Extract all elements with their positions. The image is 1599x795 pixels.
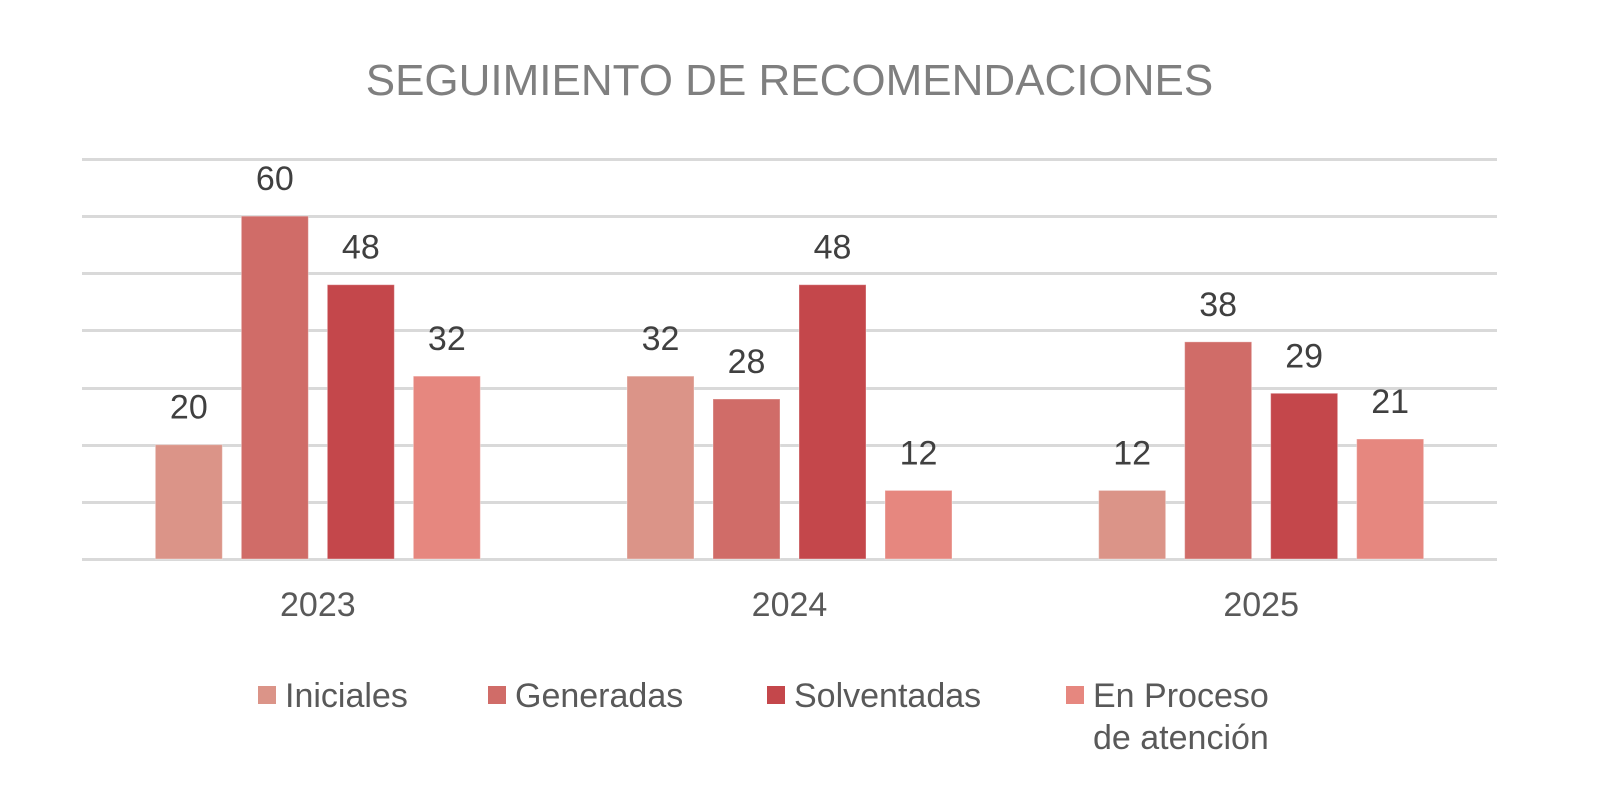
data-label: 60	[256, 160, 294, 198]
legend: Iniciales Generadas Solventadas En Proceso …	[258, 675, 1358, 775]
legend-swatch	[258, 686, 276, 704]
chart-title: SEGUIMIENTO DE RECOMENDACIONES	[365, 56, 1214, 105]
bar-en-proceso-2023	[412, 375, 481, 560]
legend-item: Solventadas	[767, 675, 981, 717]
bar-solventadas-2024	[798, 284, 867, 560]
data-label: 48	[342, 229, 380, 267]
data-labels: 20 60 48 32 32 28 48 12 12 38 29 21	[170, 160, 1409, 472]
bars	[154, 215, 1425, 560]
data-label: 12	[1113, 434, 1151, 472]
data-label: 32	[642, 320, 680, 358]
bar-generadas-2024	[712, 398, 781, 560]
x-tick-label: 2023	[280, 586, 356, 624]
category-axis: 2023 2024 2025	[280, 586, 1299, 624]
legend-label: Iniciales	[285, 677, 408, 715]
bar-iniciales-2024	[626, 375, 695, 560]
data-label: 32	[428, 320, 466, 358]
data-label: 38	[1199, 286, 1237, 324]
legend-item: Iniciales	[258, 675, 408, 717]
legend-label: En Proceso de atención	[1093, 677, 1269, 757]
legend-item: Generadas	[488, 675, 683, 717]
bar-iniciales-2023	[154, 444, 223, 560]
data-label: 29	[1285, 337, 1323, 375]
data-label: 20	[170, 389, 208, 427]
data-label: 21	[1371, 383, 1409, 421]
bar-solventadas-2023	[326, 284, 395, 560]
bar-en-proceso-2024	[884, 489, 953, 560]
legend-swatch	[1066, 686, 1084, 704]
bar-iniciales-2025	[1098, 489, 1167, 560]
legend-label: Solventadas	[794, 677, 982, 715]
x-tick-label: 2024	[752, 586, 828, 624]
bar-en-proceso-2025	[1356, 438, 1425, 560]
data-label: 28	[728, 343, 766, 381]
legend-label: Generadas	[515, 677, 684, 715]
bar-generadas-2025	[1184, 341, 1253, 560]
bar-solventadas-2025	[1270, 392, 1339, 560]
gridlines	[82, 158, 1497, 561]
legend-item: En Proceso de atención	[1066, 675, 1269, 759]
legend-swatch	[488, 686, 506, 704]
data-label: 48	[814, 229, 852, 267]
bar-generadas-2023	[240, 215, 309, 560]
legend-swatch	[767, 686, 785, 704]
data-label: 12	[900, 434, 938, 472]
x-tick-label: 2025	[1223, 586, 1299, 624]
